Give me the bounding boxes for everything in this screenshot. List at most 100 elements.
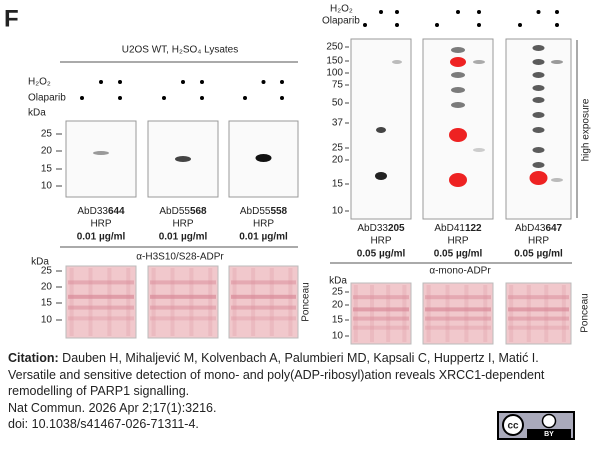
band (529, 171, 548, 185)
stain-band (508, 316, 569, 321)
label: 50 (332, 98, 344, 109)
lane (126, 268, 131, 336)
dot (118, 80, 122, 84)
lane (464, 285, 469, 342)
band (175, 156, 191, 162)
ponceau-blot (147, 265, 219, 339)
stain-band (150, 280, 216, 285)
cc-text: cc (507, 421, 519, 432)
label: 0.05 µg/ml (357, 249, 406, 260)
band (376, 127, 386, 133)
dot (379, 10, 383, 14)
lane (251, 268, 256, 336)
license-badge: cc BY (497, 411, 575, 440)
label: 25 (332, 143, 344, 154)
clone-suffix: 558 (270, 206, 287, 217)
clone-prefix: AbD55 (159, 206, 190, 217)
lane (561, 285, 566, 342)
license-icon: cc BY (499, 413, 573, 438)
lane (445, 285, 450, 342)
stain-band (425, 316, 491, 321)
dot (181, 80, 185, 84)
label: high exposure (581, 98, 592, 161)
ponceau-blot (505, 282, 572, 345)
dot (280, 80, 284, 84)
band (255, 154, 272, 162)
dot (555, 23, 559, 27)
band (532, 97, 545, 103)
stain-band (425, 325, 491, 330)
clone-prefix: AbD55 (240, 206, 271, 217)
dot (518, 23, 522, 27)
authors: Dauben H, Mihaljević M, Kolvenbach A, Pa… (62, 351, 539, 365)
stain-band (425, 295, 491, 300)
label: HRP (370, 236, 391, 247)
label: 10 (332, 206, 344, 217)
lane (151, 268, 156, 336)
ponceau-blot (350, 282, 412, 345)
lane (426, 285, 431, 342)
lane (269, 268, 274, 336)
band (93, 151, 109, 155)
label: kDa (329, 276, 347, 287)
band (551, 178, 563, 182)
clone-suffix: 568 (190, 206, 207, 217)
ponceau-blot (422, 282, 494, 345)
lane (353, 285, 358, 342)
band (375, 172, 387, 180)
dot (200, 80, 204, 84)
figure: F U2OS WT, H₂SO₄ Lysates H₂O₂OlaparibkDa… (4, 4, 592, 345)
label: HRP (90, 219, 111, 230)
stain-band (353, 325, 409, 330)
label: 0.01 µg/ml (239, 232, 288, 243)
label: 15 (332, 179, 344, 190)
label: 75 (332, 80, 344, 91)
dot (435, 23, 439, 27)
clone-name: AbD33205 (357, 223, 405, 234)
citation-authors: Citation: Dauben H, Mihaljević M, Kolven… (8, 350, 593, 367)
band (451, 87, 465, 93)
label: HRP (447, 236, 468, 247)
stain-band (231, 294, 296, 299)
band (392, 60, 402, 64)
label: 37 (332, 118, 344, 129)
citation: Citation: Dauben H, Mihaljević M, Kolven… (8, 350, 593, 433)
dot (162, 96, 166, 100)
stain-band (508, 295, 569, 300)
stain-band (353, 307, 409, 312)
clone-suffix: 644 (108, 206, 125, 217)
label: 20 (332, 300, 344, 311)
dot (395, 10, 399, 14)
dot (395, 23, 399, 27)
ponceau-blot (228, 265, 299, 339)
dot (80, 96, 84, 100)
article-title: Versatile and sensitive detection of mon… (8, 367, 545, 399)
stain-band (68, 316, 134, 321)
stain-band (68, 280, 134, 285)
stain-band (353, 316, 409, 321)
lane (208, 268, 213, 336)
stain-band (508, 307, 569, 312)
clone-prefix: AbD41 (434, 223, 465, 234)
band (451, 72, 465, 78)
band (532, 112, 545, 118)
label: 10 (41, 315, 53, 326)
dot (280, 96, 284, 100)
label: α-H3S10/S28-ADPr (136, 252, 224, 263)
band (532, 85, 545, 91)
label: 0.01 µg/ml (159, 232, 208, 243)
left-title: U2OS WT, H₂SO₄ Lysates (122, 45, 239, 56)
band (451, 47, 465, 53)
label: 25 (41, 129, 53, 140)
lane (544, 285, 549, 342)
label: Ponceau (580, 293, 591, 332)
dot (363, 23, 367, 27)
clone-name: AbD41122 (434, 223, 482, 234)
blot (65, 120, 137, 198)
dot (477, 10, 481, 14)
label: Olaparib (322, 16, 360, 27)
lane (526, 285, 531, 342)
lane (386, 285, 391, 342)
panel-label: F (4, 5, 19, 32)
label: 0.05 µg/ml (514, 249, 563, 260)
